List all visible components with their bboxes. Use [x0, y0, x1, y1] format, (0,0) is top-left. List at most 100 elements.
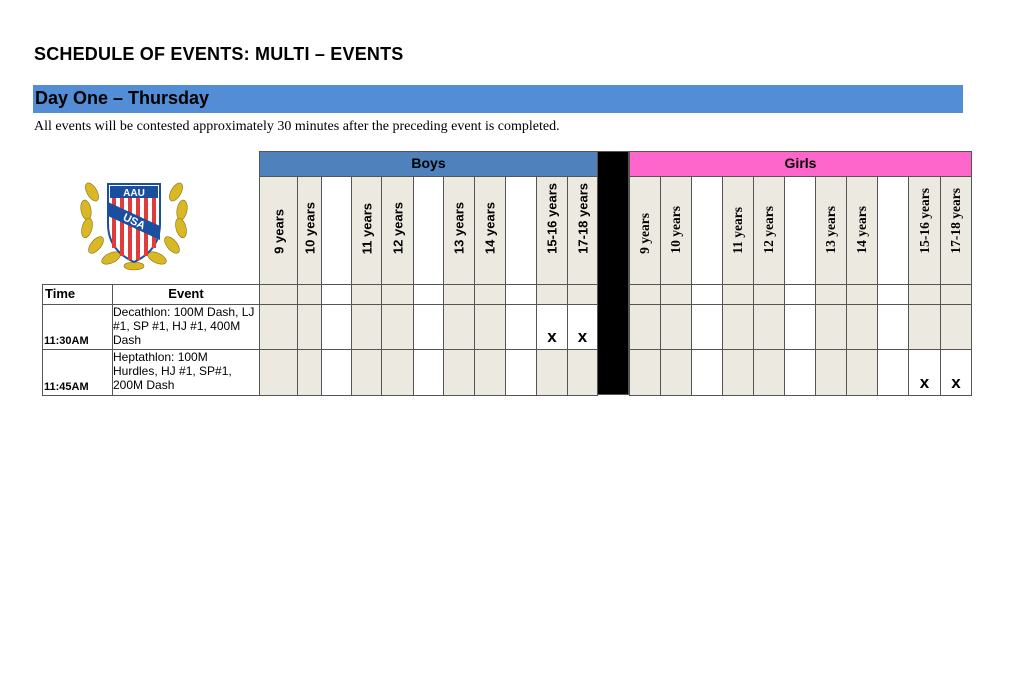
boys-age-column-header: [413, 176, 444, 285]
boys-event-cell: [474, 349, 506, 396]
age-label: 10 years: [302, 201, 317, 254]
boys-time-row-cell: [413, 284, 444, 305]
boys-time-row-cell: [351, 284, 382, 305]
girls-event-cell: [629, 349, 661, 396]
girls-event-cell: [722, 349, 754, 396]
girls-event-cell: [753, 349, 785, 396]
boys-time-row-cell: [297, 284, 322, 305]
boys-event-cell: [505, 349, 537, 396]
age-label: 13 years: [451, 201, 467, 254]
event-header: Event: [112, 284, 260, 305]
girls-event-cell: [846, 349, 878, 396]
age-label: 9 years: [637, 213, 652, 254]
boys-event-cell: [351, 304, 382, 350]
boys-event-cell: [351, 349, 382, 396]
boys-event-cell: [259, 349, 298, 396]
boys-event-cell: [474, 304, 506, 350]
girls-time-row-cell: [784, 284, 816, 305]
boys-time-row-cell: [505, 284, 537, 305]
girls-header: Girls: [629, 151, 972, 177]
girls-time-row-cell: [940, 284, 972, 305]
boys-age-column-header: 15-16 years: [536, 176, 568, 285]
boys-event-cell: x: [536, 304, 568, 350]
girls-age-column-header: 12 years: [753, 176, 785, 285]
girls-age-column-header: [691, 176, 723, 285]
event-header-label: Event: [168, 286, 204, 301]
girls-event-cell: [753, 304, 785, 350]
girls-time-row-cell: [877, 284, 909, 305]
event-name: Heptathlon: 100M Hurdles, HJ #1, SP#1, 2…: [113, 350, 232, 392]
girls-event-cell: [846, 304, 878, 350]
boys-event-cell: [443, 349, 475, 396]
age-label: 17-18 years: [575, 183, 590, 254]
girls-age-column-header: 10 years: [660, 176, 692, 285]
boys-age-column-header: [321, 176, 352, 285]
schedule-note: All events will be contested approximate…: [34, 119, 560, 134]
boys-time-row-cell: [474, 284, 506, 305]
girls-time-row-cell: [908, 284, 941, 305]
boys-time-row-cell: [259, 284, 298, 305]
age-label: 13 years: [823, 206, 838, 254]
boys-event-cell: [297, 304, 322, 350]
girls-event-cell: [784, 349, 816, 396]
age-label: 11 years: [359, 202, 374, 254]
time-cell: 11:45AM: [42, 349, 113, 396]
age-label: 9 years: [271, 209, 286, 254]
girls-time-row-cell: [660, 284, 692, 305]
boys-event-cell: [321, 304, 352, 350]
event-name: Decathlon: 100M Dash, LJ #1, SP #1, HJ #…: [113, 305, 255, 347]
girls-event-cell: [815, 349, 847, 396]
girls-event-cell: [691, 304, 723, 350]
age-label: 12 years: [390, 201, 405, 254]
girls-time-row-cell: [846, 284, 878, 305]
boys-event-cell: [567, 349, 598, 396]
boys-event-cell: [413, 349, 444, 396]
page-title: SCHEDULE OF EVENTS: MULTI – EVENTS: [34, 44, 404, 64]
boys-time-row-cell: [567, 284, 598, 305]
girls-age-column-header: 15-16 years: [908, 176, 941, 285]
event-time: 11:45AM: [44, 381, 89, 393]
boys-event-cell: [259, 304, 298, 350]
girls-age-column-header: 14 years: [846, 176, 878, 285]
girls-event-cell: [940, 304, 972, 350]
boys-age-column-header: 11 years: [351, 176, 382, 285]
girls-event-cell: [815, 304, 847, 350]
boys-event-cell: x: [567, 304, 598, 350]
boys-event-cell: [381, 304, 414, 350]
boys-time-row-cell: [443, 284, 475, 305]
aau-logo: AAU USA: [80, 182, 188, 271]
girls-event-cell: [877, 304, 909, 350]
age-label: 17-18 years: [948, 188, 963, 254]
boys-event-cell: [505, 304, 537, 350]
event-cell: Heptathlon: 100M Hurdles, HJ #1, SP#1, 2…: [112, 349, 260, 396]
boys-event-cell: [321, 349, 352, 396]
girls-event-cell: [629, 304, 661, 350]
girls-event-cell: [660, 304, 692, 350]
age-label: 15-16 years: [916, 188, 932, 254]
event-mark: x: [951, 373, 961, 392]
boys-time-row-cell: [536, 284, 568, 305]
boys-age-column-header: 14 years: [474, 176, 506, 285]
girls-age-column-header: 11 years: [722, 176, 754, 285]
boys-girls-divider: [597, 151, 629, 395]
time-header-label: Time: [45, 286, 76, 301]
girls-event-cell: [877, 349, 909, 396]
boys-event-cell: [443, 304, 475, 350]
girls-age-column-header: 9 years: [629, 176, 661, 285]
boys-event-cell: [297, 349, 322, 396]
boys-age-column-header: 13 years: [443, 176, 475, 285]
event-cell: Decathlon: 100M Dash, LJ #1, SP #1, HJ #…: [112, 304, 260, 350]
girls-event-cell: [722, 304, 754, 350]
boys-event-cell: [413, 304, 444, 350]
event-mark: x: [919, 373, 930, 392]
girls-age-column-header: 13 years: [815, 176, 847, 285]
boys-time-row-cell: [321, 284, 352, 305]
girls-event-cell: [908, 304, 941, 350]
age-label: 11 years: [730, 207, 745, 254]
boys-age-column-header: 10 years: [297, 176, 322, 285]
girls-time-row-cell: [629, 284, 661, 305]
time-header: Time: [42, 284, 113, 305]
girls-event-cell: [691, 349, 723, 396]
age-label: 10 years: [668, 206, 683, 254]
day-header-band: Day One – Thursday: [33, 85, 963, 113]
